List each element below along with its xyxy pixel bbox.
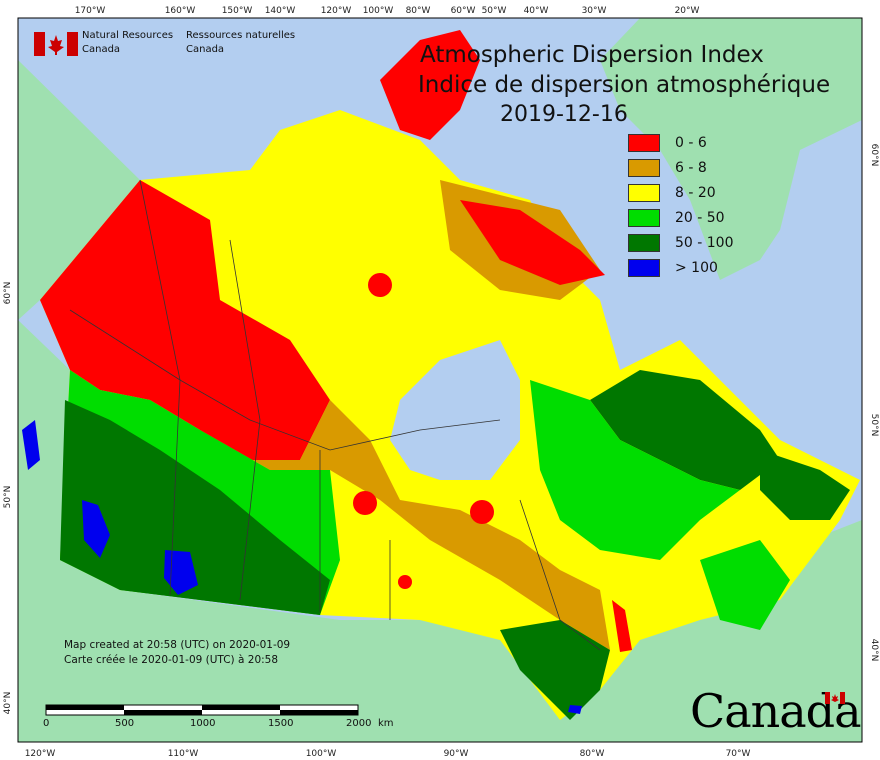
- wordmark-flag-icon: [825, 692, 845, 704]
- legend-swatch: [628, 234, 660, 252]
- map-frame: [17, 17, 863, 743]
- bottom-tick-group: 120°W 110°W 100°W 90°W 80°W 70°W: [25, 749, 751, 759]
- scale-label: 2000: [346, 718, 372, 729]
- top-tick-label: 100°W: [363, 6, 394, 16]
- zone-blue-coast: [22, 420, 40, 470]
- credit-french: Carte créée le 2020-01-09 (UTC) à 20:58: [64, 654, 279, 666]
- top-tick-group: 170°W 160°W 150°W 140°W 120°W 100°W 80°W 60°W 50…: [75, 6, 700, 16]
- top-tick-label: 50°W: [482, 6, 507, 16]
- legend-label: 50 - 100: [675, 235, 734, 251]
- bottom-tick-label: 70°W: [726, 749, 751, 759]
- top-tick-label: 30°W: [582, 6, 607, 16]
- legend-label: 8 - 20: [675, 185, 716, 201]
- scale-bar: [45, 704, 359, 716]
- top-tick-label: 20°W: [675, 6, 700, 16]
- left-tick-label: 60°N: [3, 282, 13, 305]
- agency-signature: Natural Resources Canada Ressources natu…: [34, 30, 324, 60]
- top-tick-label: 80°W: [406, 6, 431, 16]
- canada-wordmark: Canada: [690, 684, 862, 738]
- top-tick-label: 140°W: [265, 6, 296, 16]
- hudson-bay: [390, 340, 520, 480]
- zone-green-quebec: [530, 380, 740, 560]
- agency-fr-line1: Ressources naturelles: [186, 30, 296, 41]
- wordmark-text: Canada: [690, 684, 862, 738]
- zone-darkgreen-labrador: [590, 370, 780, 490]
- zone-darkgreen-west: [60, 400, 330, 615]
- top-tick-label: 60°W: [451, 6, 476, 16]
- zone-blue-bc: [82, 500, 110, 558]
- legend-label: 0 - 6: [675, 135, 707, 151]
- scale-label: 1000: [190, 718, 216, 729]
- scale-label: 1500: [268, 718, 294, 729]
- title-french: Indice de dispersion atmosphérique: [418, 72, 830, 98]
- top-tick-label: 150°W: [222, 6, 253, 16]
- agency-fr-line2: Canada: [186, 44, 225, 55]
- right-tick-label: 40°N: [869, 639, 879, 662]
- bottom-tick-label: 90°W: [444, 749, 469, 759]
- provincial-boundaries: [69, 179, 601, 651]
- scale-label: 500: [115, 718, 135, 729]
- zone-red-spot-1: [353, 491, 377, 515]
- right-tick-group: 60°N 50°N 40°N: [869, 144, 879, 662]
- zone-blue-rockies: [164, 550, 198, 595]
- alaska-land: [18, 60, 140, 320]
- left-tick-label: 50°N: [3, 486, 13, 509]
- canada-flag-icon: [34, 32, 78, 56]
- bottom-tick-label: 110°W: [168, 749, 199, 759]
- left-tick-label: 40°N: [3, 692, 13, 715]
- zone-darkgreen-newfoundland: [760, 450, 850, 520]
- legend-swatch: [628, 159, 660, 177]
- scale-label: 0: [43, 718, 50, 729]
- zone-red-ellesmere: [380, 30, 480, 140]
- legend-swatch: [628, 184, 660, 202]
- right-tick-label: 60°N: [869, 144, 879, 167]
- top-tick-label: 120°W: [321, 6, 352, 16]
- zone-red-spot-3: [398, 575, 412, 589]
- zone-red-spot-4: [368, 273, 392, 297]
- bottom-tick-label: 120°W: [25, 749, 56, 759]
- zone-darkgreen-ontario: [500, 620, 610, 720]
- scale-unit: km: [378, 718, 394, 729]
- legend-label: > 100: [675, 260, 718, 276]
- right-tick-label: 50°N: [869, 414, 879, 437]
- title-english: Atmospheric Dispersion Index: [420, 42, 764, 68]
- top-tick-label: 160°W: [165, 6, 196, 16]
- greenland-land: [600, 18, 862, 280]
- credit-english: Map created at 20:58 (UTC) on 2020-01-09: [64, 639, 291, 651]
- agency-en-line1: Natural Resources: [82, 30, 174, 41]
- bottom-tick-label: 100°W: [306, 749, 337, 759]
- zone-red-stlawrence: [612, 600, 632, 652]
- zone-red-spot-2: [470, 500, 494, 524]
- zone-red-baffin: [460, 200, 605, 285]
- legend-swatch: [628, 259, 660, 277]
- zone-orange-central: [200, 400, 610, 650]
- usa-land: [18, 320, 600, 742]
- left-tick-group: 60°N 50°N 40°N: [3, 282, 13, 715]
- map-date: 2019-12-16: [500, 102, 628, 127]
- zone-blue-ontario: [568, 705, 582, 714]
- top-tick-label: 170°W: [75, 6, 106, 16]
- legend-label: 6 - 8: [675, 160, 707, 176]
- zone-green-maritimes: [700, 540, 790, 630]
- zone-red-northwest: [40, 180, 330, 460]
- legend-swatch: [628, 209, 660, 227]
- agency-en-line2: Canada: [82, 44, 121, 55]
- legend-label: 20 - 50: [675, 210, 725, 226]
- legend-swatch: [628, 134, 660, 152]
- bottom-tick-label: 80°W: [580, 749, 605, 759]
- top-tick-label: 40°W: [524, 6, 549, 16]
